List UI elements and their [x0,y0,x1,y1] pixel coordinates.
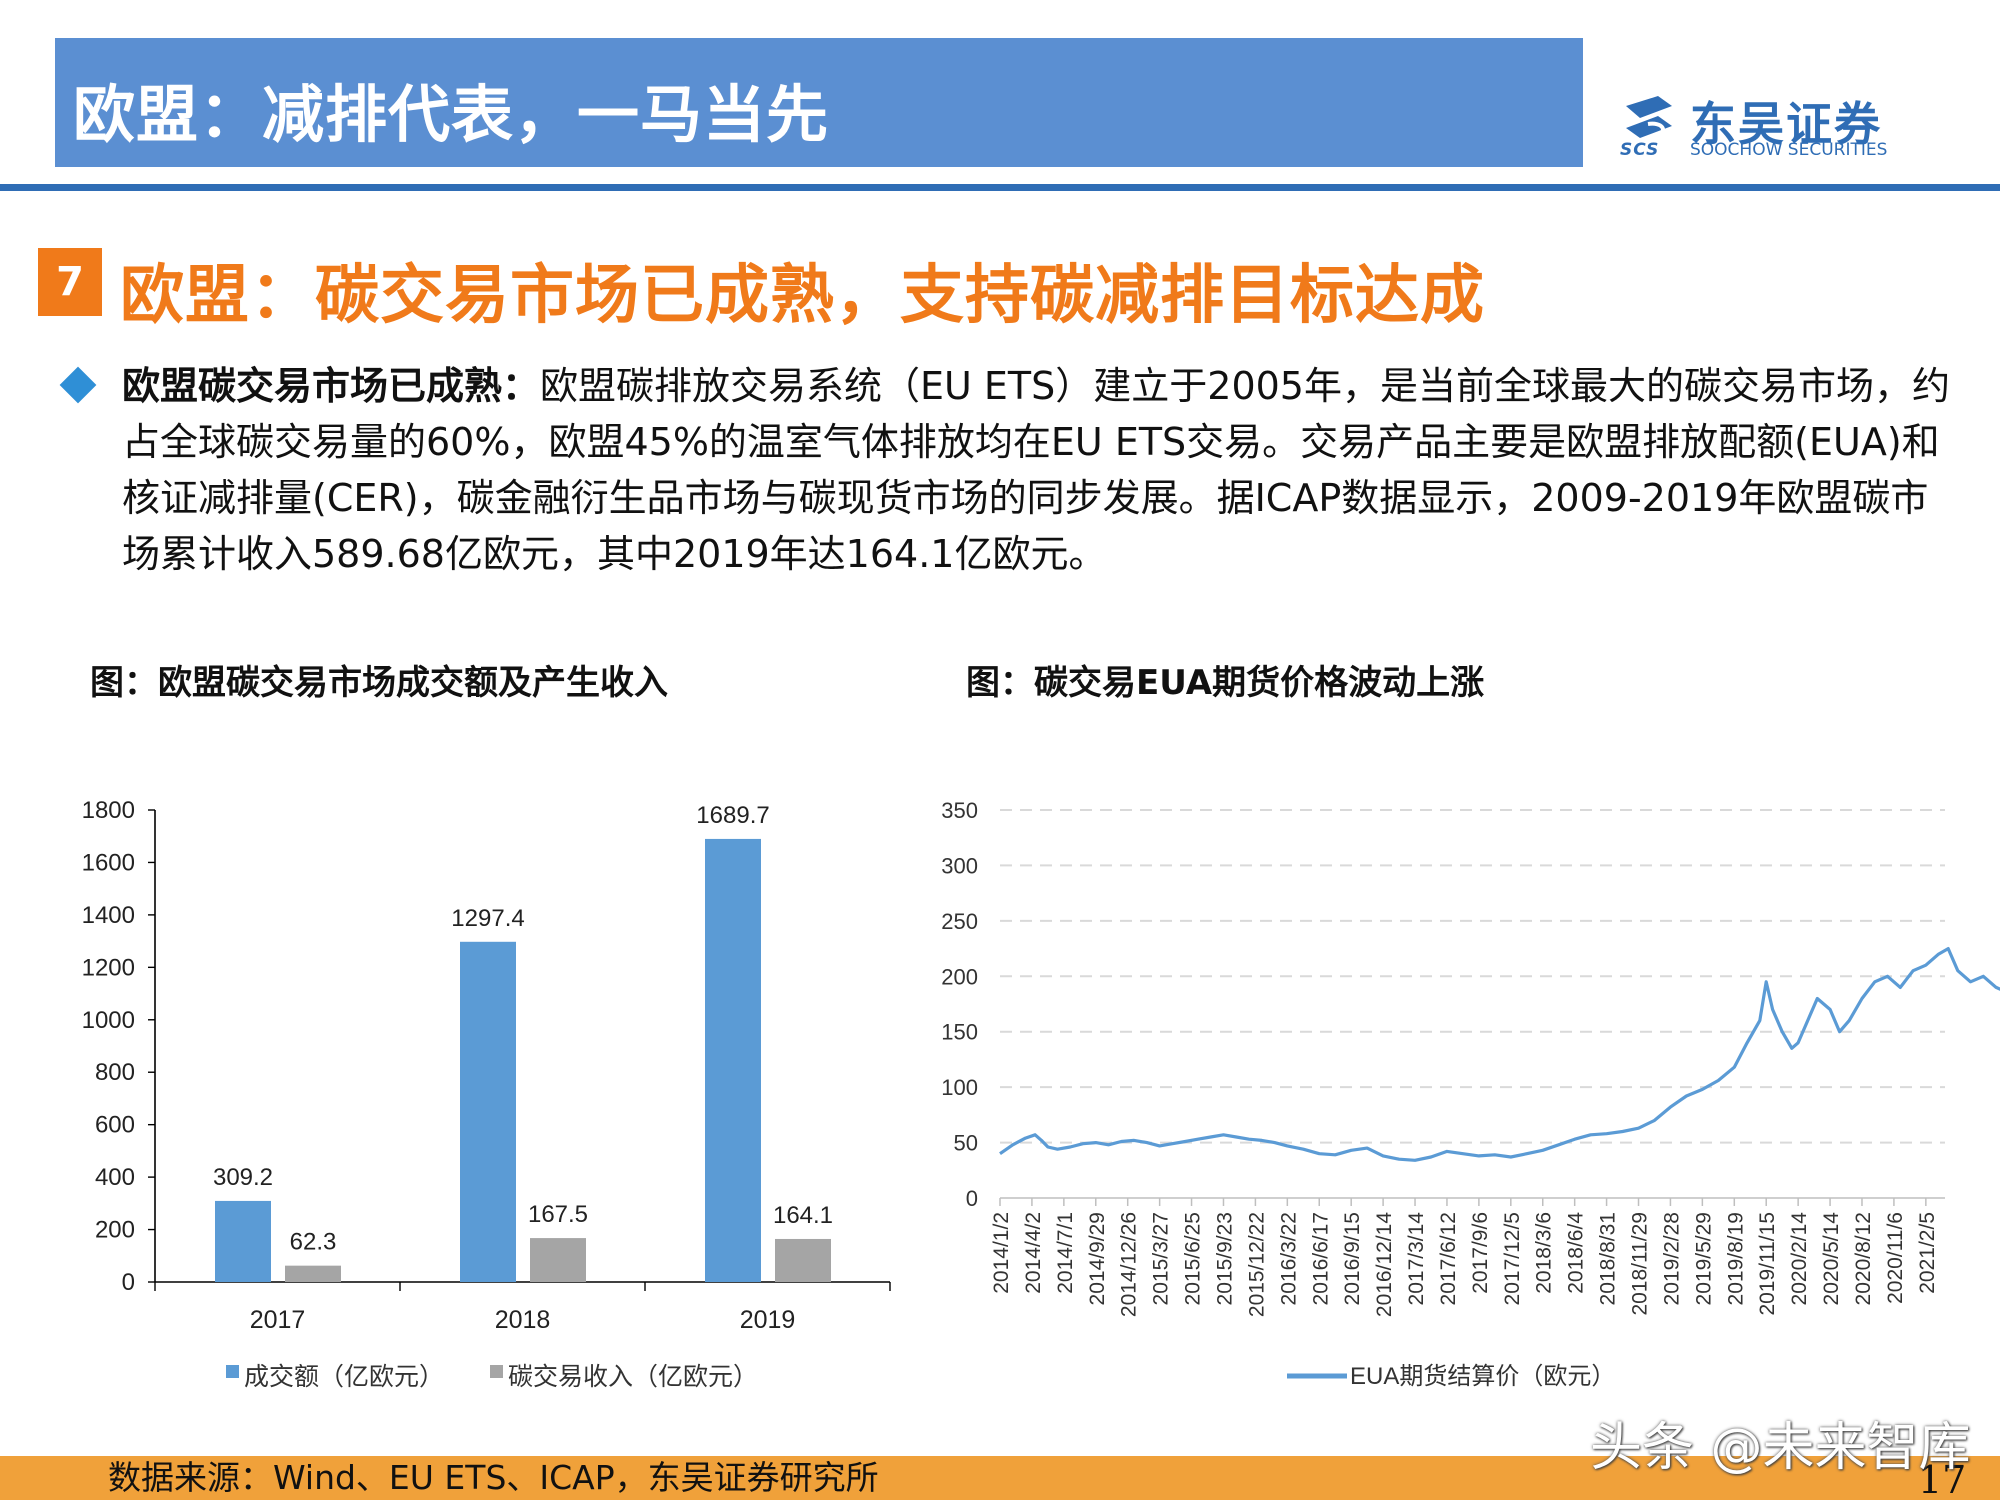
bar [775,1238,831,1282]
legend-label: 碳交易收入（亿欧元） [508,1363,758,1391]
x-tick-label: 2020/8/12 [1852,1212,1875,1305]
title-bar: 欧盟：减排代表，一马当先 [55,38,1583,167]
soochow-logo-icon [1626,96,1672,138]
bar [705,838,761,1282]
x-tick-label: 2014/12/26 [1118,1212,1141,1317]
y-tick-label: 800 [95,1059,135,1086]
header-divider [0,184,2000,191]
x-tick-label: 2016/9/15 [1341,1212,1364,1305]
y-tick-label: 600 [95,1112,135,1139]
y-tick-label: 0 [122,1269,135,1296]
y-tick-label: 250 [941,909,978,934]
y-tick-label: 400 [95,1164,135,1191]
body-lead: 欧盟碳交易市场已成熟： [122,364,541,408]
left-chart-caption: 图：欧盟碳交易市场成交额及产生收入 [90,663,668,703]
y-tick-label: 150 [941,1020,978,1045]
x-tick-label: 2016/3/22 [1277,1212,1300,1305]
x-tick-label: 2017/12/5 [1501,1212,1524,1305]
legend-label: EUA期货结算价（欧元） [1350,1363,1615,1390]
x-tick-label: 2016/12/14 [1373,1212,1396,1317]
y-tick-label: 1200 [82,954,135,981]
y-tick-label: 0 [966,1186,978,1211]
bar [285,1265,341,1282]
x-tick-label: 2018/6/4 [1565,1212,1588,1294]
legend-swatch [490,1365,503,1378]
x-tick-label: 2020/11/6 [1884,1212,1907,1304]
y-tick-label: 1800 [82,797,135,824]
x-tick-label: 2018/8/31 [1597,1212,1620,1305]
right-chart-caption: 图：碳交易EUA期货价格波动上涨 [966,663,1485,703]
section-number-badge: 7 [38,248,102,316]
y-tick-label: 50 [954,1131,978,1156]
x-tick-label: 2020/2/14 [1788,1212,1811,1306]
company-logo: 东吴证券 SCS SOOCHOW SECURITIES [1618,88,1900,160]
x-tick-label: 2019/5/29 [1692,1212,1715,1305]
data-label: 164.1 [773,1202,833,1229]
footer-bar: 数据来源：Wind、EU ETS、ICAP，东吴证券研究所 17 [0,1456,2000,1500]
x-tick-label: 2014/9/29 [1086,1212,1109,1305]
x-tick-label: 2017/6/12 [1437,1212,1460,1305]
logo-chinese-name: 东吴证券 [1690,97,1882,151]
watermark: 头条 @未来智库 [1590,1418,1971,1478]
y-tick-label: 350 [941,798,978,823]
x-tick-label: 2015/6/25 [1182,1212,1205,1305]
x-tick-label: 2017/9/6 [1469,1212,1492,1294]
data-source: 数据来源：Wind、EU ETS、ICAP，东吴证券研究所 [108,1458,879,1497]
x-tick-label: 2017/3/14 [1405,1212,1428,1306]
page-number: 17 [1918,1458,1967,1500]
y-tick-label: 100 [941,1075,978,1100]
x-tick-label: 2014/1/2 [990,1212,1013,1294]
y-tick-label: 200 [941,964,978,989]
x-tick-label: 2015/9/23 [1213,1212,1236,1305]
legend-label: 成交额（亿欧元） [244,1363,444,1391]
bar [460,941,516,1282]
logo-abbreviation: SCS [1620,140,1660,160]
x-tick-label: 2019/2/28 [1660,1212,1683,1305]
x-tick-label: 2018/3/6 [1533,1212,1556,1294]
x-tick-label: 2021/2/5 [1916,1212,1939,1294]
x-tick-label: 2014/7/1 [1054,1212,1077,1294]
data-label: 1689.7 [696,802,769,829]
x-tick-label: 2019 [740,1306,796,1334]
x-tick-label: 2019/11/15 [1756,1212,1779,1316]
data-label: 62.3 [290,1229,337,1256]
section-headline: 欧盟：碳交易市场已成熟，支持碳减排目标达成 [120,259,1485,333]
x-tick-label: 2016/6/17 [1309,1212,1332,1305]
data-label: 167.5 [528,1201,588,1228]
series-line [999,947,2000,1162]
x-tick-label: 2014/4/2 [1022,1212,1045,1294]
data-label: 1297.4 [451,905,524,932]
x-tick-label: 2015/3/27 [1150,1212,1173,1305]
x-tick-label: 2017 [250,1306,306,1334]
x-tick-label: 2019/8/19 [1724,1212,1747,1305]
page-title: 欧盟：减排代表，一马当先 [73,78,830,151]
x-tick-label: 2015/12/22 [1245,1212,1268,1317]
logo-english-name: SOOCHOW SECURITIES [1690,140,1888,160]
y-tick-label: 1000 [82,1007,135,1034]
legend-swatch [226,1365,239,1378]
x-tick-label: 2018 [495,1306,551,1334]
x-tick-label: 2018/11/29 [1629,1212,1652,1316]
y-tick-label: 200 [95,1217,135,1244]
x-tick-label: 2020/5/14 [1820,1212,1843,1306]
body-text: 欧盟碳排放交易系统（EU ETS）建立于2005年，是当前全球最大的碳交易市场，… [122,364,1950,576]
bar [215,1200,271,1282]
data-label: 309.2 [213,1164,273,1191]
body-paragraph: 欧盟碳交易市场已成熟：欧盟碳排放交易系统（EU ETS）建立于2005年，是当前… [122,358,1962,582]
y-tick-label: 1400 [82,902,135,929]
y-tick-label: 300 [941,853,978,878]
y-tick-label: 1600 [82,849,135,876]
bar [530,1238,586,1282]
